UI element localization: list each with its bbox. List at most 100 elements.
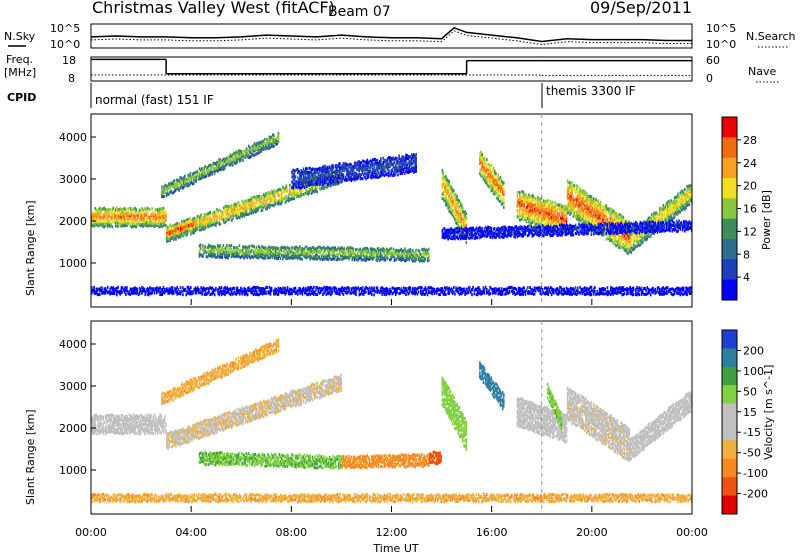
data-cell bbox=[91, 215, 93, 219]
data-cell bbox=[227, 207, 230, 211]
data-cell bbox=[135, 213, 137, 217]
data-cell bbox=[222, 165, 225, 168]
data-cell bbox=[373, 158, 375, 162]
data-cell bbox=[258, 256, 260, 260]
data-cell bbox=[587, 204, 589, 208]
data-cell bbox=[588, 225, 590, 229]
data-cell bbox=[154, 223, 157, 227]
data-cell bbox=[607, 226, 610, 230]
data-cell bbox=[161, 218, 164, 221]
data-cell bbox=[114, 224, 117, 228]
data-cell bbox=[396, 250, 398, 254]
data-cell bbox=[247, 245, 250, 249]
data-cell bbox=[234, 161, 236, 165]
data-cell bbox=[501, 197, 504, 201]
data-cell bbox=[305, 171, 307, 175]
data-cell bbox=[410, 250, 413, 254]
data-cell bbox=[104, 222, 107, 226]
data-cell bbox=[302, 175, 305, 179]
data-cell bbox=[195, 170, 197, 174]
data-cell bbox=[569, 213, 571, 217]
data-cell bbox=[313, 183, 315, 187]
data-cell bbox=[188, 219, 190, 223]
data-cell bbox=[216, 208, 218, 212]
data-cell bbox=[289, 183, 291, 187]
data-cell bbox=[280, 253, 283, 257]
data-cell bbox=[539, 207, 542, 211]
data-cell bbox=[537, 208, 539, 211]
data-cell bbox=[402, 256, 405, 260]
data-cell bbox=[267, 194, 269, 198]
data-cell bbox=[521, 215, 523, 219]
data-cell bbox=[394, 156, 397, 160]
data-cell bbox=[192, 221, 195, 225]
data-cell bbox=[277, 247, 279, 251]
data-cell bbox=[155, 220, 158, 224]
data-cell bbox=[199, 223, 201, 227]
data-cell bbox=[497, 179, 499, 183]
data-cell bbox=[525, 218, 528, 222]
data-cell bbox=[365, 167, 367, 171]
data-cell bbox=[326, 248, 328, 252]
data-cell bbox=[442, 190, 445, 194]
data-cell bbox=[381, 172, 383, 176]
data-cell bbox=[124, 210, 126, 213]
data-cell bbox=[326, 255, 328, 258]
data-cell bbox=[332, 249, 334, 253]
data-cell bbox=[367, 162, 370, 166]
data-cell bbox=[339, 176, 341, 180]
data-cell bbox=[323, 168, 325, 171]
data-cell bbox=[251, 148, 253, 151]
data-cell bbox=[604, 224, 606, 228]
data-cell bbox=[322, 168, 324, 172]
data-cell bbox=[338, 175, 340, 179]
data-cell bbox=[208, 215, 210, 219]
data-cell bbox=[344, 175, 347, 179]
data-cell bbox=[228, 155, 231, 159]
data-cell bbox=[237, 151, 240, 155]
data-cell bbox=[274, 136, 276, 140]
data-cell bbox=[129, 209, 132, 213]
data-cell bbox=[465, 212, 468, 216]
data-cell bbox=[142, 216, 144, 219]
data-cell bbox=[176, 235, 178, 238]
data-cell bbox=[587, 195, 589, 199]
data-cell bbox=[599, 215, 602, 218]
data-cell bbox=[615, 211, 618, 215]
data-cell bbox=[307, 255, 309, 259]
data-cell bbox=[377, 250, 380, 254]
data-cell bbox=[114, 208, 117, 212]
data-cell bbox=[613, 209, 616, 213]
data-cell bbox=[185, 218, 188, 222]
data-cell bbox=[378, 252, 381, 256]
data-cell bbox=[307, 191, 309, 195]
data-cell bbox=[187, 222, 190, 226]
data-cell bbox=[206, 171, 209, 175]
data-cell bbox=[615, 219, 618, 223]
data-cell bbox=[448, 197, 450, 201]
data-cell bbox=[103, 206, 106, 210]
data-cell bbox=[97, 212, 100, 216]
data-cell bbox=[372, 162, 374, 165]
data-cell bbox=[200, 173, 202, 177]
data-cell bbox=[314, 181, 316, 185]
data-cell bbox=[457, 214, 460, 218]
data-cell bbox=[228, 254, 230, 258]
data-cell bbox=[310, 189, 313, 192]
data-cell bbox=[408, 258, 411, 262]
data-cell bbox=[267, 143, 269, 147]
data-cell bbox=[401, 257, 404, 261]
data-cell bbox=[567, 208, 570, 212]
data-cell bbox=[264, 246, 267, 250]
data-cell bbox=[490, 186, 493, 190]
data-cell bbox=[611, 219, 613, 223]
data-cell bbox=[267, 203, 269, 207]
data-cell bbox=[624, 237, 627, 241]
data-cell bbox=[293, 174, 296, 178]
data-cell bbox=[330, 167, 332, 171]
data-cell bbox=[294, 245, 297, 249]
data-cell bbox=[409, 169, 412, 173]
data-cell bbox=[549, 212, 552, 216]
data-cell bbox=[149, 220, 151, 224]
data-cell bbox=[447, 184, 449, 187]
